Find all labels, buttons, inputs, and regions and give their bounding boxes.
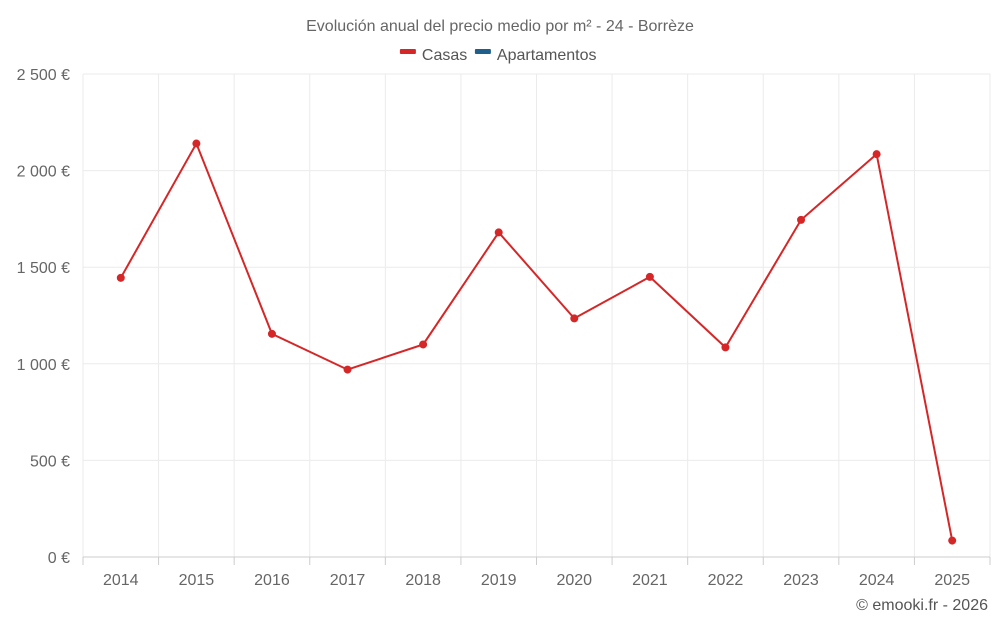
data-point[interactable] (267, 329, 276, 338)
grid (82, 73, 991, 557)
legend-label: Casas (422, 47, 467, 64)
data-point[interactable] (343, 365, 352, 374)
y-tick-label: 500 € (30, 453, 70, 470)
data-point[interactable] (948, 536, 957, 545)
x-tick-label: 2016 (254, 572, 290, 589)
data-point[interactable] (872, 150, 881, 159)
series-layer (116, 139, 957, 545)
data-point[interactable] (721, 343, 730, 352)
legend-item-casas[interactable]: Casas (399, 47, 467, 64)
x-tick-label: 2018 (405, 572, 441, 589)
y-axis: 0 € 500 € 1 000 € 1 500 € 2 000 € 2 500 € (17, 67, 70, 567)
x-tick-label: 2023 (783, 572, 819, 589)
x-tick-label: 2014 (103, 572, 139, 589)
y-tick-label: 1 000 € (17, 357, 70, 374)
data-point[interactable] (419, 340, 428, 349)
x-tick-label: 2022 (708, 572, 744, 589)
legend-item-apartamentos[interactable]: Apartamentos (474, 47, 597, 64)
x-tick-label: 2021 (632, 572, 668, 589)
x-axis: 2014 2015 2016 2017 2018 2019 2020 2021 2022 2023… (82, 556, 991, 589)
data-point[interactable] (797, 215, 806, 224)
data-point[interactable] (570, 314, 579, 323)
data-point[interactable] (116, 273, 125, 282)
y-tick-label: 2 500 € (17, 67, 70, 84)
y-tick-label: 2 000 € (17, 164, 70, 181)
data-point[interactable] (192, 139, 201, 148)
x-tick-label: 2020 (556, 572, 592, 589)
credits-text[interactable]: © emooki.fr - 2026 (856, 597, 988, 614)
legend: Casas Apartamentos (399, 47, 597, 64)
x-tick-label: 2025 (934, 572, 970, 589)
series-line (119, 141, 954, 541)
legend-swatch (474, 49, 491, 54)
x-tick-label: 2015 (179, 572, 215, 589)
data-point[interactable] (494, 228, 503, 237)
x-tick-label: 2017 (330, 572, 366, 589)
x-tick-label: 2024 (859, 572, 895, 589)
legend-label: Apartamentos (497, 47, 597, 64)
chart-title: Evolución anual del precio medio por m² … (306, 18, 694, 35)
data-point[interactable] (645, 272, 654, 281)
series-casas (116, 139, 957, 545)
x-tick-label: 2019 (481, 572, 517, 589)
y-tick-label: 1 500 € (17, 260, 70, 277)
legend-swatch (399, 49, 416, 54)
y-tick-label: 0 € (48, 550, 70, 567)
